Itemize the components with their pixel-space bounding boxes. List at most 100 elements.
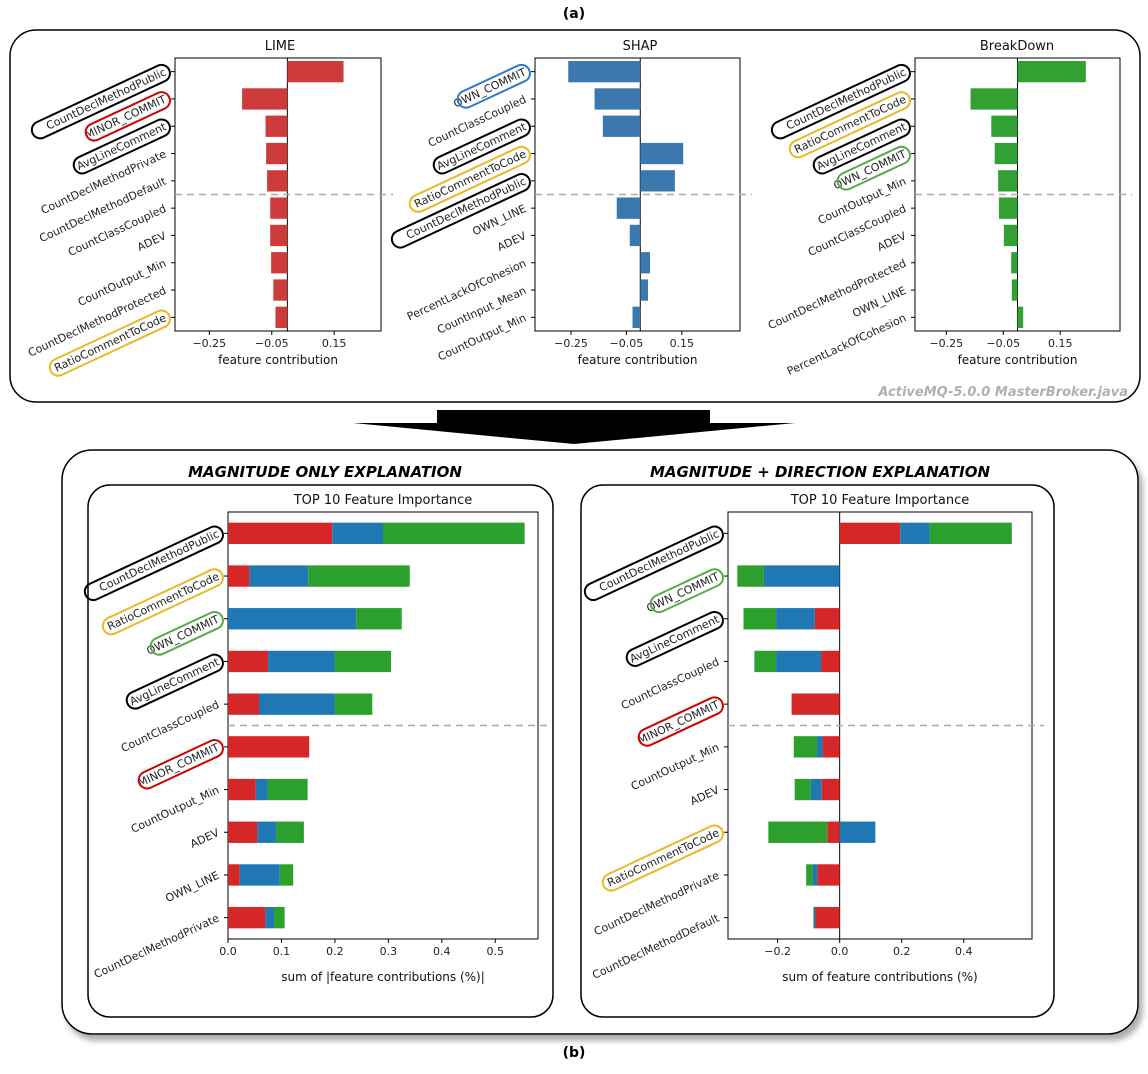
magnitude-bar-own-line-green	[279, 864, 294, 886]
magnitude-xtick-label: 0.3	[380, 945, 398, 958]
direction-bar-countdeclmethodpublic-red	[839, 522, 901, 545]
shap-highlight-avglinecomment	[432, 118, 531, 175]
magnitude-highlight-countdeclmethodpublic	[83, 525, 224, 602]
direction-bar-countclasscoupled-blue	[776, 650, 822, 673]
panel-b-frame	[61, 449, 1139, 1035]
magnitude-bar-countdeclmethodpublic-red	[228, 522, 333, 545]
lime-bar-countoutput-min	[271, 252, 288, 274]
lime-bar-countclasscoupled	[270, 197, 288, 219]
shap-bar-countinput-mean	[640, 279, 649, 301]
lime-xtick-label: −0.05	[255, 337, 289, 350]
section-title-direction: MAGNITUDE + DIRECTION EXPLANATION	[650, 463, 991, 481]
direction-bar-countclasscoupled-red	[821, 650, 840, 673]
direction-bar-minor-commit-red	[791, 693, 840, 715]
magnitude-bar-countdeclmethodpublic-blue	[332, 522, 383, 545]
breakdown-bar-own-commit	[994, 142, 1018, 165]
lime-xlabel: feature contribution	[218, 353, 338, 367]
direction-highlight-own-commit	[649, 568, 724, 614]
magnitude-bar-adev-blue	[257, 821, 277, 843]
source-file-watermark: ActiveMQ-5.0.0 MasterBroker.java	[877, 385, 1128, 400]
magnitude-bar-adev-red	[228, 821, 258, 843]
shap-bar-adev	[629, 224, 641, 247]
breakdown-highlight-own-commit	[836, 145, 911, 191]
magnitude-bar-ratiocommenttocode-green	[308, 565, 410, 587]
direction-bar-countdeclmethoddefault-green	[813, 906, 814, 929]
shap-xtick-label: −0.05	[610, 337, 644, 350]
breakdown-bar-countoutput-min	[998, 170, 1018, 192]
direction-bar-countoutput-min-green	[793, 736, 818, 758]
direction-bar-adev-green	[794, 778, 811, 801]
direction-bar-ratiocommenttocode-blue	[839, 821, 876, 843]
lime-bar-adev	[270, 224, 288, 247]
direction-bar-avglinecomment-green	[743, 608, 777, 630]
breakdown-xtick-label: 0.15	[1048, 337, 1073, 350]
breakdown-bar-percentlackofcohesion	[1017, 306, 1024, 328]
down-arrow	[353, 410, 795, 444]
section-title-magnitude: MAGNITUDE ONLY EXPLANATION	[188, 463, 462, 481]
breakdown-xlabel: feature contribution	[958, 353, 1078, 367]
shap-bar-countdeclmethodpublic	[640, 170, 675, 192]
magnitude-bar-ratiocommenttocode-red	[228, 565, 250, 587]
direction-bar-ratiocommenttocode-green	[768, 821, 828, 843]
shap-highlight-countdeclmethodpublic	[390, 173, 531, 249]
direction-xtick-label: 0.4	[955, 945, 973, 958]
magnitude-xtick-label: 0.2	[326, 945, 344, 958]
magnitude-xlabel: sum of |feature contributions (%)|	[281, 970, 485, 984]
direction-bar-adev-red	[821, 778, 840, 801]
magnitude-bar-own-commit-blue	[228, 608, 357, 630]
lime-highlight-ratiocommenttocode	[48, 309, 171, 377]
panel-b-label: (b)	[563, 1045, 586, 1061]
lime-xtick-label: −0.25	[192, 337, 226, 350]
magnitude-bar-adev-green	[276, 821, 304, 843]
direction-bar-countdeclmethodpublic-blue	[900, 522, 930, 545]
lime-bar-avglinecomment	[265, 115, 288, 137]
lime-xtick-label: 0.15	[322, 337, 347, 350]
magnitude-bar-ratiocommenttocode-blue	[249, 565, 309, 587]
direction-bar-countclasscoupled-green	[754, 650, 777, 673]
magnitude-xtick-label: 0.5	[486, 945, 504, 958]
breakdown-bar-countdeclmethodpublic	[1017, 61, 1086, 83]
magnitude-bar-avglinecomment-green	[334, 650, 392, 673]
shap-bar-avglinecomment	[602, 115, 641, 137]
direction-bar-countdeclmethodprivate-red	[817, 864, 840, 886]
shap-xtick-label: 0.15	[670, 337, 695, 350]
shap-bar-countclasscoupled	[594, 88, 641, 110]
direction-bar-countdeclmethodprivate-green	[806, 864, 813, 886]
shap-highlight-ratiocommenttocode	[408, 145, 531, 213]
shap-title: SHAP	[623, 39, 658, 54]
direction-xtick-label: 0.2	[893, 945, 911, 958]
breakdown-title: BreakDown	[980, 39, 1054, 54]
shap-bar-percentlackofcohesion	[640, 252, 650, 274]
direction-bar-avglinecomment-blue	[776, 608, 815, 630]
lime-bar-countdeclmethodprivate	[266, 142, 288, 165]
shap-xtick-label: −0.25	[554, 337, 588, 350]
magnitude-bar-countclasscoupled-blue	[259, 693, 335, 715]
direction-bar-countdeclmethoddefault-red	[815, 906, 840, 929]
direction-highlight-avglinecomment	[625, 610, 724, 667]
direction-highlight-minor-commit	[637, 696, 724, 747]
magnitude-bar-minor-commit-red	[228, 736, 310, 758]
magnitude-title: TOP 10 Feature Importance	[293, 493, 473, 508]
magnitude-bar-countdeclmethodprivate-blue	[265, 906, 274, 929]
magnitude-bar-countclasscoupled-red	[228, 693, 259, 715]
direction-title: TOP 10 Feature Importance	[790, 493, 970, 508]
direction-highlight-countdeclmethodpublic	[583, 525, 724, 602]
magnitude-bar-countdeclmethodprivate-red	[228, 906, 266, 929]
breakdown-highlight-avglinecomment	[812, 118, 911, 175]
magnitude-highlight-own-commit	[149, 610, 224, 656]
magnitude-subframe	[87, 484, 554, 1018]
direction-bar-countdeclmethodprivate-blue	[812, 864, 818, 886]
magnitude-bar-avglinecomment-red	[228, 650, 269, 673]
shap-highlight-own-commit	[456, 63, 531, 109]
magnitude-bar-countdeclmethodprivate-green	[273, 906, 285, 929]
magnitude-bar-countoutput-min-green	[267, 778, 308, 801]
direction-bar-countdeclmethoddefault-blue	[813, 906, 816, 929]
breakdown-bar-avglinecomment	[991, 115, 1018, 137]
breakdown-bar-adev	[1003, 224, 1018, 247]
direction-highlight-ratiocommenttocode	[601, 824, 724, 892]
magnitude-highlight-minor-commit	[137, 739, 224, 790]
panel-a-label: (a)	[563, 6, 585, 22]
magnitude-bar-avglinecomment-blue	[268, 650, 335, 673]
